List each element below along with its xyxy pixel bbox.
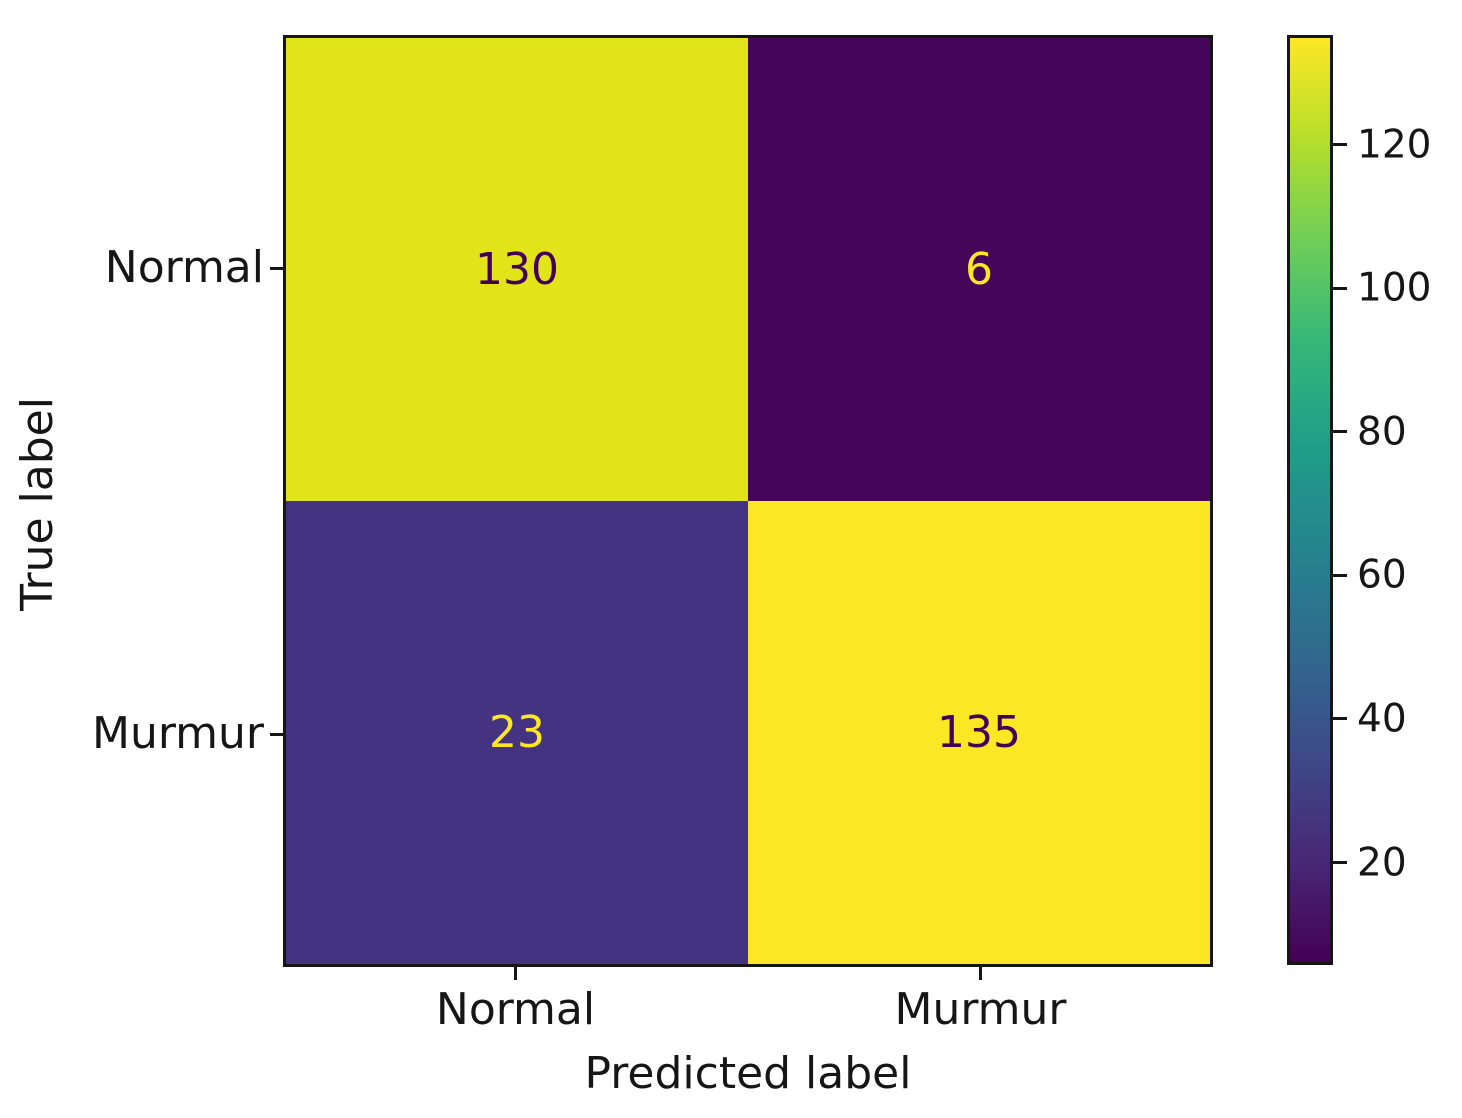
colorbar-tick-mark: [1333, 573, 1347, 577]
colorbar-tick-label-40: 40: [1357, 696, 1407, 742]
x-tick-label-normal: Normal: [435, 984, 596, 1035]
colorbar-tick-mark: [1333, 286, 1347, 290]
x-tick-mark: [979, 967, 982, 980]
y-tick-label-murmur: Murmur: [91, 708, 264, 759]
colorbar-tick-label-80: 80: [1357, 409, 1407, 455]
colorbar-tick-mark: [1333, 861, 1347, 864]
y-tick-label-normal: Normal: [104, 242, 264, 293]
heatmap-cell-murmur-normal: 23: [286, 501, 748, 964]
heatmap-cell-murmur-murmur: 135: [748, 501, 1210, 964]
colorbar-tick-mark: [1333, 717, 1347, 721]
x-tick-label-murmur: Murmur: [894, 984, 1067, 1035]
heatmap-plot-area: 130 6 23 135: [283, 35, 1213, 967]
colorbar-tick-label-20: 20: [1357, 840, 1407, 885]
y-tick-mark: [270, 266, 283, 270]
heatmap-cell-normal-normal: 130: [286, 38, 748, 501]
heatmap-cell-normal-murmur: 6: [748, 38, 1210, 501]
x-tick-mark: [514, 967, 517, 980]
y-axis-title: True label: [12, 397, 63, 611]
colorbar-tick-label-60: 60: [1357, 552, 1407, 598]
colorbar-tick-mark: [1333, 143, 1347, 147]
colorbar-tick-mark: [1333, 430, 1347, 434]
x-axis-title: Predicted label: [584, 1048, 912, 1099]
colorbar-tick-label-120: 120: [1357, 122, 1432, 168]
colorbar: [1287, 35, 1333, 965]
y-tick-mark: [270, 732, 283, 736]
colorbar-tick-label-100: 100: [1357, 265, 1432, 311]
